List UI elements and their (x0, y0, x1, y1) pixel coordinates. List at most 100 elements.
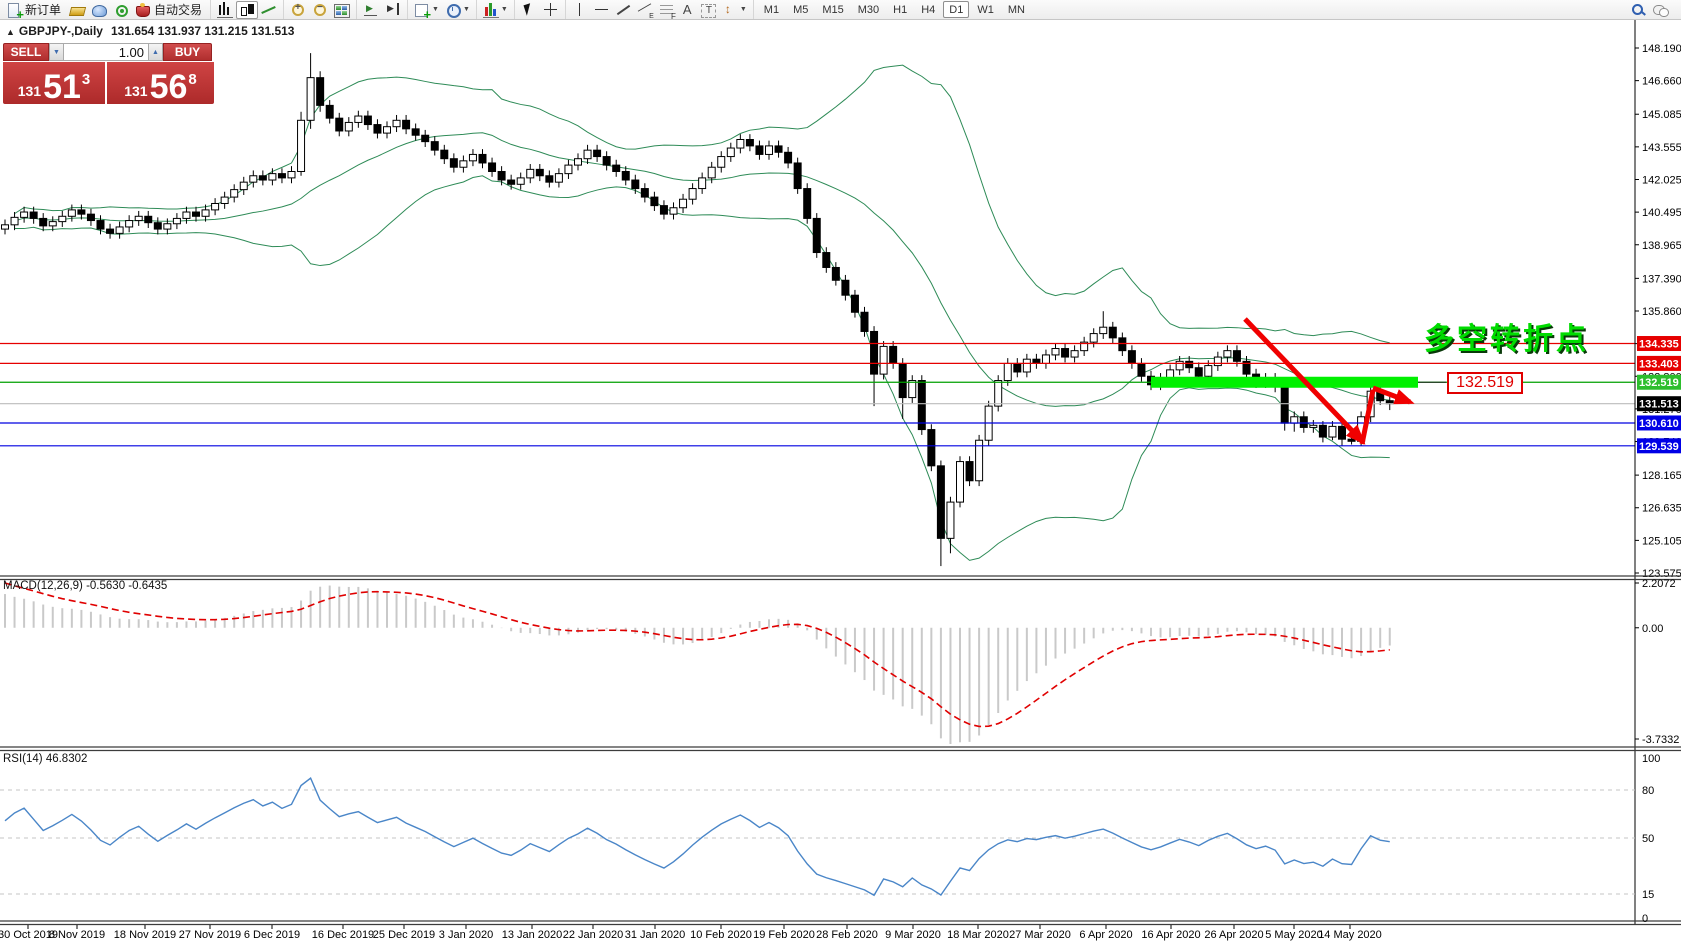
timeframe-h1-button[interactable]: H1 (887, 1, 913, 18)
vline-button[interactable] (569, 1, 591, 19)
candle (1242, 355, 1251, 380)
price-badge-label: 134.335 (1639, 339, 1679, 351)
candle-body (67, 209, 76, 217)
candle (1118, 332, 1127, 356)
trend-arrow-1[interactable] (1243, 317, 1366, 445)
chevron-down-icon[interactable]: ▼ (500, 6, 508, 13)
candle (392, 114, 401, 133)
label-button[interactable] (698, 1, 719, 19)
indicators-button[interactable]: ▼ (480, 1, 511, 19)
chart-candle-icon (239, 2, 255, 18)
candle-body (659, 205, 668, 215)
candle-body (564, 164, 573, 175)
timeframe-mn-button[interactable]: MN (1002, 1, 1031, 18)
zoom-out-button[interactable] (309, 1, 331, 19)
new-chart-button[interactable]: ▼ (411, 1, 442, 22)
date-tick-label: 22 Jan 2020 (563, 929, 624, 941)
candle (545, 170, 554, 188)
level-132519-label[interactable]: 132.519 (1447, 372, 1523, 394)
date-tick-label: 14 May 2020 (1318, 929, 1382, 941)
candle-body (679, 198, 688, 209)
clock-button[interactable]: ▼ (442, 1, 473, 19)
market-button[interactable] (88, 1, 110, 19)
candle (745, 134, 754, 152)
trend-arrow-3[interactable] (1372, 385, 1415, 405)
timeframe-m15-button[interactable]: M15 (816, 1, 849, 18)
chevron-down-icon[interactable]: ▼ (739, 6, 747, 13)
tile-button[interactable] (331, 1, 353, 19)
sell-price-button[interactable]: 131 51 3 (3, 62, 105, 104)
candle-body (612, 164, 621, 172)
macd-axis-label: 2.2072 (1642, 578, 1676, 590)
candle-body (917, 380, 926, 431)
volume-input[interactable] (64, 43, 148, 61)
date-tick-label: 18 Mar 2020 (947, 929, 1009, 941)
candle-body (287, 170, 296, 179)
candle (297, 111, 306, 176)
timeframe-w1-button[interactable]: W1 (971, 1, 1000, 18)
zoom-in-button[interactable] (287, 1, 309, 19)
price-badge-label: 133.403 (1639, 358, 1679, 370)
fibonacci-button[interactable] (657, 1, 676, 21)
chat-button[interactable] (1649, 1, 1671, 19)
toolbar-group (513, 0, 565, 19)
shift-icon (385, 2, 401, 18)
volume-decrease-button[interactable]: ▼ (49, 43, 64, 61)
shift-button[interactable] (382, 1, 404, 19)
buy-button[interactable]: BUY (163, 43, 212, 61)
autotrade-button[interactable]: 自动交易 (132, 1, 207, 19)
collapse-panel-icon[interactable]: ▲ (6, 27, 15, 37)
candle-body (77, 209, 86, 215)
search-button[interactable] (1627, 1, 1649, 19)
candle-body (1, 224, 9, 230)
timeframe-m1-button[interactable]: M1 (758, 1, 785, 18)
candle (650, 191, 659, 211)
price-axis[interactable]: 148.190 146.660 145.085 143.555 142.025 140.4… (1634, 20, 1681, 925)
chevron-down-icon[interactable]: ▼ (462, 6, 470, 13)
candle (1, 219, 9, 235)
date-tick-label: 13 Jan 2020 (502, 929, 563, 941)
candle (583, 144, 592, 165)
volume-increase-button[interactable]: ▲ (148, 43, 163, 61)
hline-button[interactable] (591, 1, 613, 19)
candle-body (507, 179, 516, 185)
crosshair-button[interactable] (540, 1, 562, 19)
buy-price-prefix: 131 (124, 83, 148, 99)
candle (965, 456, 974, 487)
candle-body (239, 181, 248, 191)
trend-arrow-2[interactable] (1359, 389, 1376, 445)
candle (1223, 345, 1232, 363)
timeframe-m5-button[interactable]: M5 (787, 1, 814, 18)
signals-button[interactable] (110, 1, 132, 19)
candle-body (383, 126, 391, 134)
chart-bar-button[interactable] (214, 1, 236, 19)
candle-body (526, 168, 535, 179)
chevron-down-icon[interactable]: ▼ (432, 6, 439, 13)
candle (163, 218, 172, 235)
sell-button[interactable]: SELL (3, 43, 49, 61)
chart-candle-button[interactable] (236, 0, 259, 19)
buy-price-button[interactable]: 131 56 8 (107, 62, 214, 104)
candle (29, 206, 38, 224)
candle-body (1013, 362, 1022, 373)
candle-body (698, 177, 707, 190)
candle-body (192, 211, 200, 217)
candle-body (297, 119, 306, 172)
candle (908, 375, 917, 403)
autoscroll-button[interactable] (360, 1, 382, 19)
new-order-button[interactable]: 新订单 (3, 1, 66, 22)
timeframe-h4-button[interactable]: H4 (915, 1, 941, 18)
text-button[interactable] (676, 1, 698, 19)
candle (306, 53, 315, 129)
channel-button[interactable] (635, 1, 657, 20)
support-zone-bar[interactable] (1151, 376, 1418, 388)
candle-body (631, 179, 640, 190)
candle (784, 146, 793, 169)
shapes-button[interactable]: ▼ (719, 1, 750, 19)
timeframe-m30-button[interactable]: M30 (852, 1, 885, 18)
timeframe-d1-button[interactable]: D1 (943, 1, 970, 18)
pivot-annotation-text[interactable]: 多空转折点 (1424, 323, 1589, 356)
